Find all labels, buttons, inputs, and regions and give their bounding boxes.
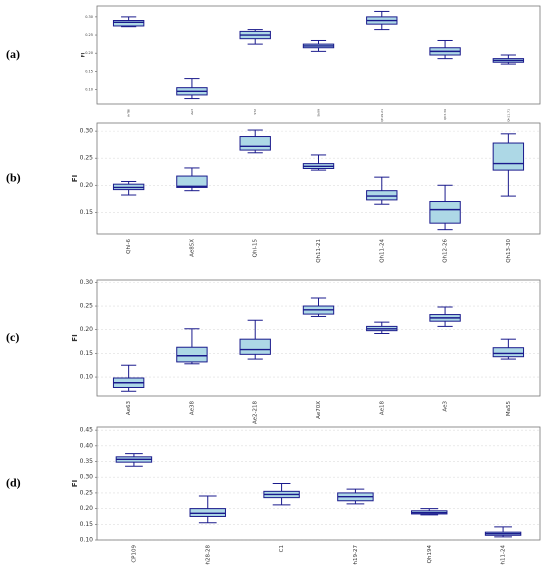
x-tick-label: Qh11-24 <box>379 238 385 262</box>
y-tick-label: 0.10 <box>80 537 94 544</box>
x-tick-label: Qh11-24 <box>501 544 507 565</box>
box <box>366 190 398 201</box>
y-tick-label: 0.25 <box>80 303 94 310</box>
x-tick-label: Ma55 <box>506 401 512 417</box>
x-tick-label: CP109 <box>131 545 137 563</box>
y-tick-label: 0.10 <box>85 87 93 91</box>
box <box>239 136 271 151</box>
x-tick-label: Qh12-26 <box>443 238 449 262</box>
box <box>492 347 525 358</box>
panel-label: (a) <box>6 47 20 61</box>
x-tick-label: Qh194 <box>427 545 433 564</box>
x-tick-label: Ae63 <box>126 401 132 416</box>
plot-frame <box>96 279 541 397</box>
y-axis-label: FI <box>81 52 87 57</box>
box <box>176 175 208 188</box>
y-tick-label: 0.45 <box>80 427 94 434</box>
x-tick-label: Qh28-28 <box>205 544 211 565</box>
y-axis-label: FI <box>71 480 79 487</box>
y-tick-label: 0.20 <box>80 505 94 512</box>
box <box>429 201 461 224</box>
x-tick-label: Qhl-6 <box>126 239 132 254</box>
y-tick-label: 0.20 <box>80 182 94 189</box>
y-tick-label: 0.30 <box>85 15 93 19</box>
y-tick-label: 0.30 <box>80 128 94 135</box>
y-tick-label: 0.25 <box>80 155 94 162</box>
x-tick-label: Qh19.21 <box>380 109 384 122</box>
panel-label: (d) <box>6 475 21 489</box>
x-tick-label: Ae3 <box>443 401 449 412</box>
y-tick-label: 0.15 <box>80 209 94 216</box>
y-tick-label: 0.15 <box>80 350 94 357</box>
x-tick-label: Qh19-27 <box>353 544 359 565</box>
x-tick-label: Ae18 <box>379 401 385 416</box>
plot-frame <box>96 122 541 235</box>
y-tick-label: 0.15 <box>80 521 94 528</box>
x-tick-label: ArTBl <box>127 109 131 117</box>
panel-label: (c) <box>6 330 19 344</box>
y-tick-label: 0.20 <box>80 326 94 333</box>
x-tick-label: ST2 <box>253 109 257 115</box>
x-tick-label: Qh13-30 <box>506 238 512 262</box>
y-tick-label: 0.30 <box>80 474 94 481</box>
y-tick-label: 0.15 <box>85 69 93 73</box>
x-tick-label: Sb09 <box>317 109 321 117</box>
x-tick-label: Ae38 <box>189 401 195 416</box>
x-tick-label: C1 <box>279 545 285 552</box>
y-axis-label: FI <box>71 175 79 182</box>
box <box>112 20 145 27</box>
plot-frame <box>96 5 541 105</box>
y-tick-label: 0.35 <box>80 458 94 465</box>
x-tick-label: Ae2-218 <box>253 400 259 424</box>
y-tick-label: 0.40 <box>80 442 94 449</box>
x-tick-label: Ae70X <box>316 401 322 419</box>
y-tick-label: 0.20 <box>85 51 93 55</box>
x-tick-label: Ae3 <box>190 109 194 115</box>
box <box>239 338 271 355</box>
panel-label: (b) <box>6 170 21 184</box>
y-tick-label: 0.25 <box>85 33 93 37</box>
plot-frame <box>96 426 541 541</box>
y-tick-label: 0.10 <box>80 374 94 381</box>
x-tick-label: Qh3.36 <box>443 109 447 120</box>
x-tick-label: Qh11.71 <box>506 109 510 122</box>
box <box>176 346 208 363</box>
box <box>492 142 525 171</box>
y-tick-label: 0.30 <box>80 279 94 286</box>
x-tick-label: Qhl-15 <box>253 239 259 258</box>
x-tick-label: Qh11-21 <box>316 239 322 263</box>
y-tick-label: 0.25 <box>80 489 94 496</box>
x-tick-label: Ae85X <box>189 239 195 257</box>
y-axis-label: FI <box>71 334 79 341</box>
box <box>189 508 226 517</box>
